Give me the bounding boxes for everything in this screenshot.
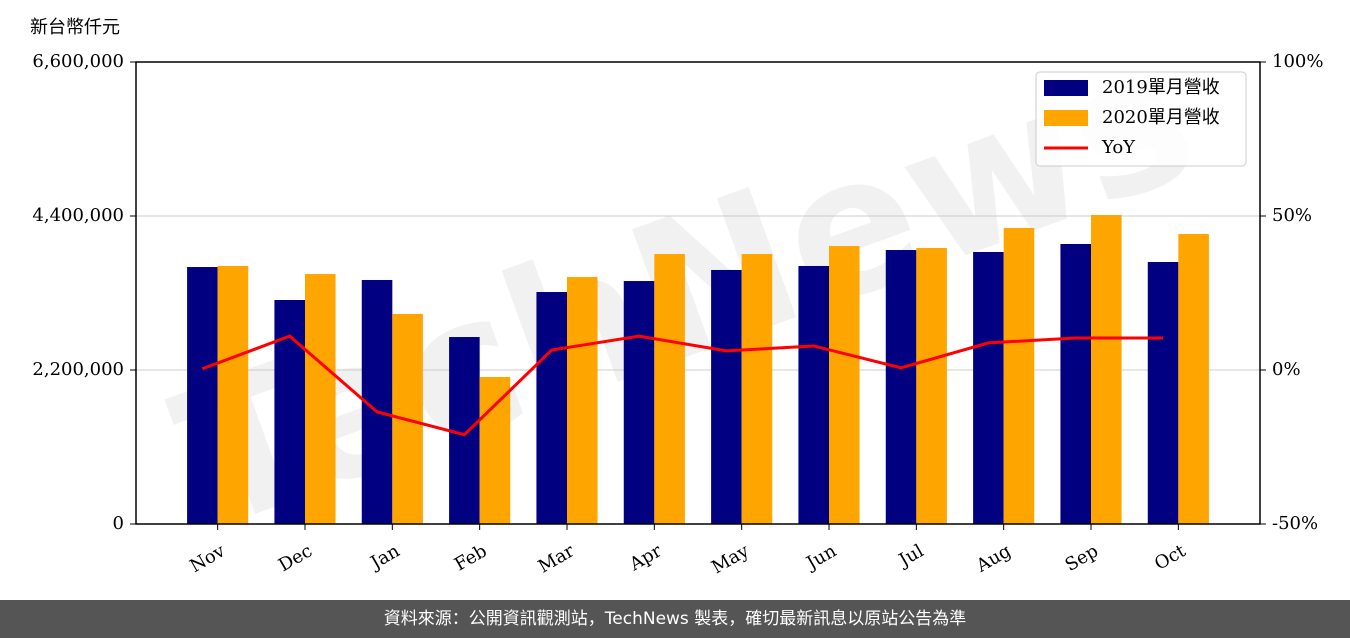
- y2-tick-label: -50%: [1272, 513, 1318, 534]
- bar: [654, 254, 685, 524]
- legend-swatch: [1044, 110, 1088, 126]
- legend-label: 2019單月營收: [1102, 77, 1220, 98]
- x-tick-label: Aug: [972, 540, 1015, 577]
- y2-tick-label: 100%: [1272, 51, 1323, 72]
- bar: [798, 265, 830, 524]
- bar: [274, 300, 305, 524]
- y2-tick-label: 0%: [1272, 359, 1301, 380]
- bar: [1060, 244, 1092, 524]
- y2-tick-label: 50%: [1272, 205, 1312, 226]
- x-tick-label: Oct: [1151, 540, 1190, 575]
- y-tick-label: 0: [113, 513, 124, 534]
- legend-label: 2020單月營收: [1102, 107, 1220, 128]
- bar: [217, 265, 249, 524]
- bar: [566, 276, 598, 524]
- bar: [1178, 233, 1209, 525]
- legend-swatch: [1044, 80, 1088, 96]
- bar: [623, 281, 655, 524]
- x-tick-label: Feb: [451, 540, 491, 575]
- x-tick-label: Apr: [625, 540, 665, 575]
- x-tick-label: Jun: [801, 540, 840, 575]
- x-tick-label: Mar: [535, 540, 579, 577]
- bar: [187, 267, 218, 524]
- footer: 資料來源：公開資訊觀測站，TechNews 製表，確切最新訊息以原站公告為準: [0, 600, 1350, 638]
- bar: [1091, 215, 1122, 524]
- legend: 2019單月營收 2020單月營收 YoY: [1035, 71, 1247, 167]
- bar: [916, 247, 947, 525]
- y-tick-label: 6,600,000: [32, 51, 124, 72]
- legend-box: [1035, 71, 1247, 167]
- bar: [885, 250, 917, 524]
- bar: [1147, 261, 1179, 524]
- bar: [829, 246, 860, 524]
- bar: [479, 377, 511, 524]
- x-tick-label: May: [708, 540, 753, 578]
- bar: [304, 274, 336, 524]
- bar: [1003, 227, 1035, 524]
- y-tick-label: 4,400,000: [32, 205, 124, 226]
- y-tick-label: 2,200,000: [32, 359, 124, 380]
- bar: [973, 251, 1004, 525]
- bar: [536, 292, 567, 524]
- y-axis-label: 新台幣仟元: [30, 17, 120, 38]
- chart: 新台幣仟元 TechNews02,200,0004,400,0006,600,0…: [30, 3, 1323, 578]
- yoy-line: [201, 334, 1164, 437]
- x-tick-label: Sep: [1062, 540, 1102, 575]
- x-tick-label: Jul: [894, 540, 928, 572]
- x-tick-label: Jan: [366, 540, 404, 574]
- plot-frame: [135, 61, 1261, 525]
- bar: [711, 269, 742, 524]
- bar: [741, 254, 773, 524]
- legend-label: YoY: [1101, 137, 1136, 158]
